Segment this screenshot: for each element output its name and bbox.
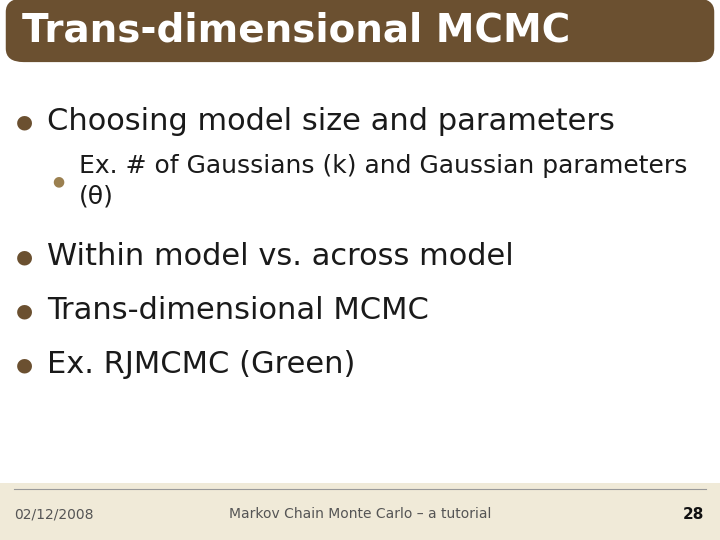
Text: Within model vs. across model: Within model vs. across model (47, 242, 513, 271)
FancyBboxPatch shape (6, 0, 714, 62)
Text: Trans-dimensional MCMC: Trans-dimensional MCMC (47, 296, 428, 325)
Text: Trans-dimensional MCMC: Trans-dimensional MCMC (22, 11, 570, 49)
Text: 02/12/2008: 02/12/2008 (14, 507, 94, 521)
Text: Choosing model size and parameters: Choosing model size and parameters (47, 107, 615, 136)
Bar (0, 483, 720, 540)
Text: ●: ● (16, 112, 33, 131)
Text: 28: 28 (683, 507, 704, 522)
Text: Ex. RJMCMC (Green): Ex. RJMCMC (Green) (47, 350, 355, 379)
Text: Markov Chain Monte Carlo – a tutorial: Markov Chain Monte Carlo – a tutorial (229, 507, 491, 521)
Text: ●: ● (16, 247, 33, 266)
Text: Ex. # of Gaussians (k) and Gaussian parameters
(θ): Ex. # of Gaussians (k) and Gaussian para… (79, 153, 688, 208)
Text: ●: ● (52, 174, 64, 188)
Text: ●: ● (16, 301, 33, 320)
Text: ●: ● (16, 355, 33, 374)
